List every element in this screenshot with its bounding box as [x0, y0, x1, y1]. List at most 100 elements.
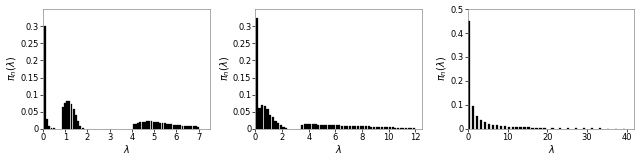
Bar	[492, 125, 494, 129]
Bar	[373, 127, 375, 129]
Bar	[339, 125, 340, 129]
Bar	[173, 125, 175, 129]
Bar	[179, 125, 181, 129]
Bar	[362, 127, 364, 129]
Bar	[403, 128, 404, 129]
Bar	[410, 128, 412, 129]
Bar	[137, 123, 139, 129]
Bar	[320, 125, 322, 129]
Bar	[330, 125, 333, 129]
Bar	[583, 128, 585, 129]
Bar	[317, 125, 319, 129]
Bar	[344, 126, 346, 129]
Bar	[191, 127, 193, 129]
Bar	[575, 128, 577, 129]
Bar	[272, 117, 274, 129]
Bar	[277, 123, 279, 129]
Bar	[527, 128, 530, 129]
Bar	[392, 127, 394, 129]
Bar	[49, 126, 51, 129]
Bar	[383, 127, 386, 129]
Bar	[352, 126, 354, 129]
Bar	[153, 122, 155, 129]
Bar	[484, 122, 486, 129]
Bar	[408, 128, 410, 129]
Bar	[75, 114, 77, 129]
Bar	[378, 127, 380, 129]
Bar	[285, 128, 287, 129]
Bar	[349, 126, 351, 129]
Bar	[155, 122, 157, 129]
Bar	[162, 123, 163, 129]
Bar	[387, 127, 388, 129]
Bar	[280, 125, 282, 129]
Y-axis label: $\pi_n(\lambda)$: $\pi_n(\lambda)$	[6, 57, 19, 81]
Bar	[135, 124, 137, 129]
Bar	[77, 121, 79, 129]
Bar	[61, 107, 63, 129]
Bar	[367, 127, 370, 129]
Bar	[360, 127, 362, 129]
Bar	[524, 128, 526, 129]
Bar	[520, 127, 522, 129]
Bar	[73, 109, 75, 129]
X-axis label: $\lambda$: $\lambda$	[335, 143, 342, 155]
Bar	[164, 123, 166, 129]
Bar	[413, 128, 415, 129]
Bar	[150, 121, 152, 129]
Bar	[341, 126, 343, 129]
Bar	[51, 128, 52, 129]
Bar	[488, 124, 490, 129]
Bar	[66, 101, 68, 129]
Bar	[64, 103, 66, 129]
Bar	[146, 121, 148, 129]
Y-axis label: $\pi_n(\lambda)$: $\pi_n(\lambda)$	[435, 57, 449, 81]
Bar	[264, 106, 266, 129]
Bar	[535, 128, 538, 129]
Bar	[357, 126, 359, 129]
Bar	[175, 125, 177, 129]
Bar	[70, 104, 72, 129]
Bar	[531, 128, 534, 129]
Bar	[256, 18, 258, 129]
Bar	[591, 128, 593, 129]
Bar	[186, 126, 188, 129]
Bar	[188, 126, 190, 129]
Bar	[195, 127, 197, 129]
Bar	[543, 128, 546, 129]
Bar	[325, 125, 327, 129]
Bar	[504, 126, 506, 129]
Bar	[141, 122, 143, 129]
Bar	[480, 120, 482, 129]
Bar	[540, 128, 541, 129]
Bar	[53, 128, 54, 129]
Bar	[166, 124, 168, 129]
Bar	[140, 122, 141, 129]
Bar	[282, 127, 285, 129]
Bar	[333, 125, 335, 129]
Bar	[177, 125, 179, 129]
Bar	[168, 124, 170, 129]
Bar	[266, 109, 269, 129]
Bar	[511, 127, 514, 129]
Bar	[323, 125, 324, 129]
Bar	[148, 121, 150, 129]
X-axis label: $\lambda$: $\lambda$	[123, 143, 130, 155]
Bar	[261, 105, 263, 129]
Bar	[355, 126, 356, 129]
Bar	[301, 125, 303, 129]
Bar	[307, 124, 308, 129]
Bar	[567, 128, 570, 129]
Bar	[394, 128, 396, 129]
Bar	[365, 127, 367, 129]
Bar	[184, 126, 186, 129]
Bar	[515, 127, 518, 129]
Bar	[371, 127, 372, 129]
Bar	[309, 124, 311, 129]
Bar	[132, 124, 134, 129]
Bar	[314, 124, 317, 129]
Bar	[397, 128, 399, 129]
Bar	[182, 126, 184, 129]
Bar	[79, 126, 81, 129]
X-axis label: $\lambda$: $\lambda$	[548, 143, 555, 155]
